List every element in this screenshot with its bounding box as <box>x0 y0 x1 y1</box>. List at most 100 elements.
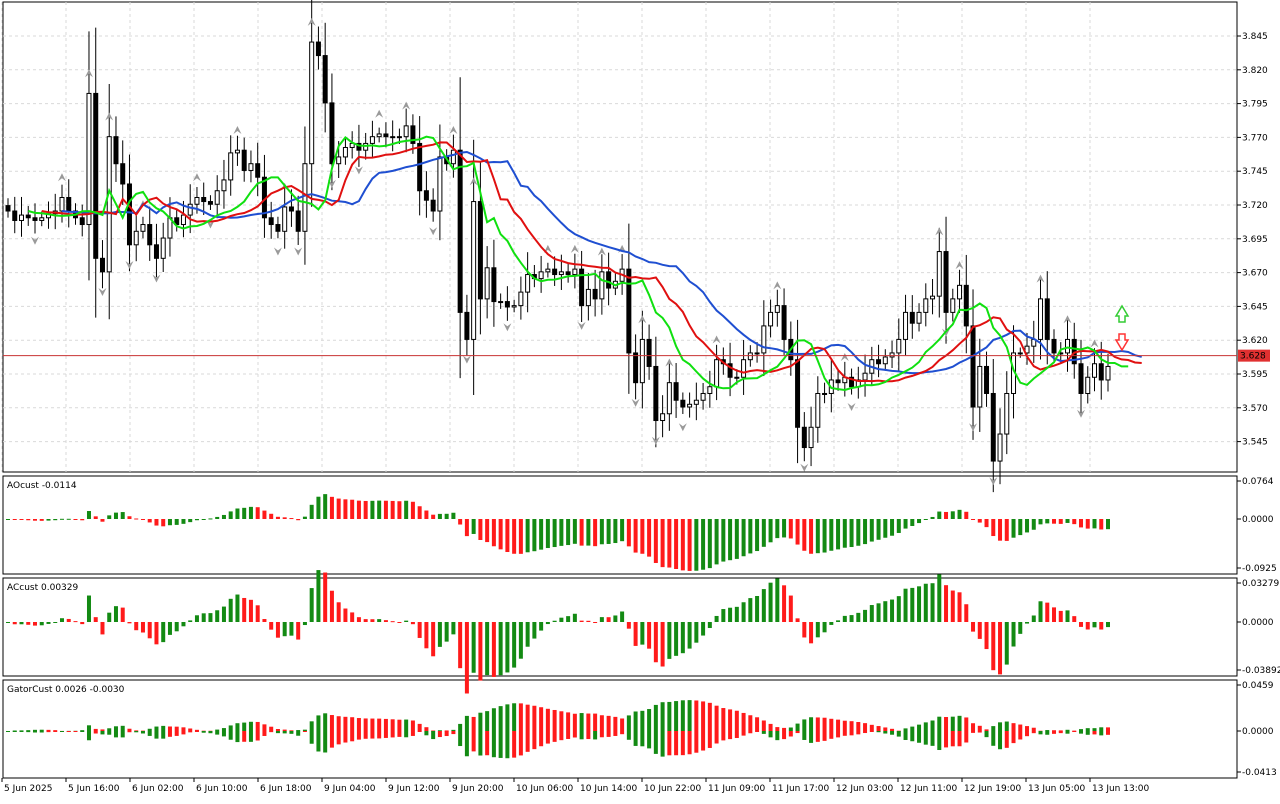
gator-bar <box>410 720 415 731</box>
ac-bar <box>883 601 888 622</box>
bull-candle <box>693 399 699 405</box>
ao-bar <box>140 519 145 520</box>
bull-candle <box>369 136 375 144</box>
gator-bar <box>552 731 557 742</box>
bull-candle <box>342 146 348 158</box>
ao-bar <box>552 519 557 548</box>
bear-candle <box>1098 363 1104 381</box>
gator-bar <box>397 731 402 737</box>
gator-bar <box>640 731 645 747</box>
gator-bar <box>370 718 375 731</box>
bear-candle <box>990 392 996 462</box>
bear-candle <box>113 136 119 165</box>
price-tick-label: 3.570 <box>1242 404 1268 414</box>
ac-bar <box>998 622 1003 675</box>
gator-bar <box>221 731 226 737</box>
ac-bar <box>6 622 10 623</box>
gator-bar <box>437 731 442 738</box>
ac-bar <box>552 620 557 622</box>
bear-candle <box>626 268 632 354</box>
ac-bar <box>262 619 267 622</box>
alligator-jaw-line <box>61 150 1142 375</box>
gator-bar <box>19 730 24 732</box>
bear-candle <box>943 251 949 313</box>
ac-bar <box>1031 615 1036 622</box>
gator-bar <box>984 731 989 738</box>
ao-bar <box>471 519 476 534</box>
gator-bar <box>748 715 753 731</box>
ao-panel: AOcust -0.0114 0.0764 0.0000 -0.0925 <box>6 477 1277 574</box>
bear-candle <box>288 206 294 212</box>
ac-tick-label: 0.0000 <box>1242 618 1274 628</box>
ac-bar <box>937 574 942 622</box>
gator-bar <box>930 720 935 731</box>
gator-bar <box>269 731 274 733</box>
bear-candle <box>1044 298 1050 340</box>
ac-bar <box>242 597 247 622</box>
price-tick-label: 3.545 <box>1242 438 1268 448</box>
bull-candle <box>234 149 240 154</box>
ac-bar <box>1052 607 1057 622</box>
gator-bar <box>1011 731 1016 744</box>
ac-bar <box>829 622 834 625</box>
gator-bar <box>728 731 733 740</box>
fractal-down-icon <box>429 227 438 236</box>
ao-bar <box>134 518 139 520</box>
ao-bar <box>572 519 577 544</box>
fractal-down-icon <box>651 436 660 445</box>
bull-candle <box>336 156 342 165</box>
ac-bar <box>397 622 402 623</box>
gator-bar <box>255 721 260 731</box>
gator-panel-label: GatorCust 0.0026 -0.0030 <box>7 685 125 695</box>
bull-candle <box>558 271 564 276</box>
ao-bar <box>977 519 982 523</box>
gator-bar <box>323 731 328 753</box>
ac-bar <box>599 617 604 622</box>
ac-bar <box>201 613 206 622</box>
bear-candle <box>963 284 969 327</box>
ao-bar <box>923 519 928 520</box>
bull-candle <box>936 251 942 297</box>
ao-bar <box>694 519 699 571</box>
gator-bar <box>1018 731 1023 740</box>
ao-bar <box>343 499 348 519</box>
ac-bar <box>566 616 571 622</box>
gator-bar <box>505 731 510 759</box>
bear-candle <box>909 311 915 324</box>
gator-bar <box>761 731 766 734</box>
ac-bar <box>741 602 746 622</box>
ac-bar <box>1011 622 1016 647</box>
ac-bar <box>701 622 706 636</box>
ao-bar <box>593 519 598 547</box>
ao-bar <box>755 519 760 552</box>
gator-bar <box>377 731 382 739</box>
gator-bar <box>782 727 787 731</box>
ac-bar <box>275 622 280 638</box>
ao-bar <box>356 500 361 519</box>
ao-bar <box>208 518 213 520</box>
gator-bar <box>309 731 314 744</box>
gator-bar <box>53 731 58 732</box>
gator-bar <box>741 712 746 731</box>
bull-candle <box>916 311 922 324</box>
ao-bar <box>566 519 571 546</box>
bull-candle <box>903 311 909 340</box>
gator-bar <box>998 731 1003 750</box>
gator-bar <box>1025 726 1030 731</box>
fractal-up-icon <box>1063 315 1072 324</box>
gator-bar <box>802 719 807 731</box>
gator-bar <box>964 731 969 743</box>
gator-bar <box>694 731 699 753</box>
gator-bar <box>208 731 213 734</box>
ac-bar <box>127 622 132 624</box>
ac-bar <box>302 622 307 626</box>
gator-bar <box>910 731 915 742</box>
gator-bar <box>1058 731 1063 734</box>
gator-bar <box>552 709 557 731</box>
time-label: 5 Jun 2025 <box>4 784 52 794</box>
gator-bar <box>620 718 625 731</box>
price-tick-label: 3.820 <box>1242 66 1268 76</box>
ac-bar <box>323 572 328 622</box>
